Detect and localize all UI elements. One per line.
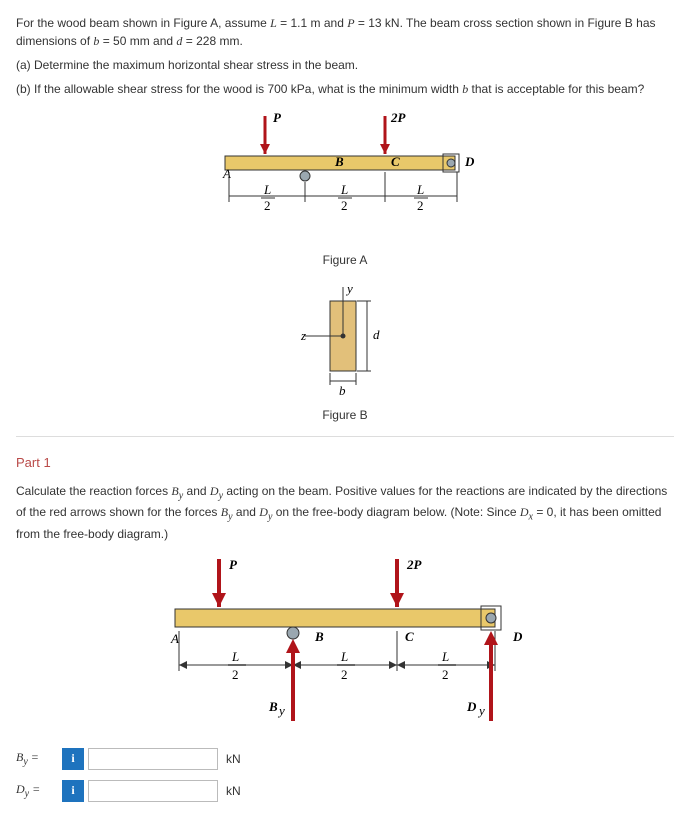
intro-line: For the wood beam shown in Figure A, ass…	[16, 14, 674, 50]
svg-text:P: P	[229, 557, 238, 572]
svg-text:L: L	[340, 649, 348, 664]
figure-a-caption: Figure A	[16, 253, 674, 267]
svg-text:B: B	[314, 629, 324, 644]
figA-L2-3: L 2	[414, 182, 428, 213]
svg-text:2: 2	[264, 198, 271, 213]
divider-1	[16, 436, 674, 437]
svg-text:D: D	[464, 154, 475, 169]
part1-label: Part 1	[16, 455, 674, 470]
svg-text:2: 2	[341, 198, 348, 213]
info-button-dy[interactable]: i	[62, 780, 84, 802]
fbd-svg: P 2P A B C D L 2 L 2 L 2	[135, 551, 555, 731]
info-button-by[interactable]: i	[62, 748, 84, 770]
svg-text:L: L	[441, 649, 449, 664]
svg-text:C: C	[391, 154, 400, 169]
question-b: (b) If the allowable shear stress for th…	[16, 80, 674, 98]
svg-text:2: 2	[442, 667, 449, 682]
figure-b-wrap: y z d b Figure B	[16, 281, 674, 422]
svg-text:2: 2	[232, 667, 239, 682]
problem-statement: For the wood beam shown in Figure A, ass…	[16, 14, 674, 98]
figure-b-svg: y z d b	[285, 281, 405, 401]
svg-text:A: A	[170, 631, 179, 646]
svg-text:y: y	[277, 703, 285, 718]
answer-row-by: By = i kN	[16, 748, 674, 770]
dy-label: Dy =	[16, 782, 62, 799]
figA-L2-2: L 2	[338, 182, 352, 213]
answer-row-dy: Dy = i kN	[16, 780, 674, 802]
svg-text:D: D	[512, 629, 523, 644]
svg-text:b: b	[339, 383, 346, 398]
figure-a-wrap: P 2P A B C D L 2 L 2 L 2 Figure A	[16, 106, 674, 267]
svg-text:z: z	[300, 328, 306, 343]
by-input[interactable]	[88, 748, 218, 770]
by-label: By =	[16, 750, 62, 767]
svg-text:y: y	[477, 703, 485, 718]
figure-a-svg: P 2P A B C D L 2 L 2 L 2	[195, 106, 495, 246]
svg-text:L: L	[231, 649, 239, 664]
svg-text:B: B	[334, 154, 344, 169]
question-a: (a) Determine the maximum horizontal she…	[16, 56, 674, 74]
figure-b-caption: Figure B	[16, 408, 674, 422]
svg-text:B: B	[268, 699, 278, 714]
svg-text:2P: 2P	[406, 557, 423, 572]
svg-text:D: D	[466, 699, 477, 714]
dy-input[interactable]	[88, 780, 218, 802]
svg-text:y: y	[345, 281, 353, 296]
part1-text: Calculate the reaction forces By and Dy …	[16, 482, 674, 543]
svg-text:2: 2	[417, 198, 424, 213]
svg-text:C: C	[405, 629, 414, 644]
svg-text:A: A	[222, 166, 231, 181]
svg-text:L: L	[416, 182, 424, 197]
figA-2P: 2P	[390, 110, 407, 125]
svg-text:2: 2	[341, 667, 348, 682]
by-unit: kN	[226, 752, 241, 766]
figA-L2-1: L 2	[261, 182, 275, 213]
dy-unit: kN	[226, 784, 241, 798]
fbd-wrap: P 2P A B C D L 2 L 2 L 2	[16, 551, 674, 734]
svg-text:L: L	[340, 182, 348, 197]
figA-P: P	[273, 110, 282, 125]
svg-text:L: L	[263, 182, 271, 197]
svg-text:d: d	[373, 327, 380, 342]
